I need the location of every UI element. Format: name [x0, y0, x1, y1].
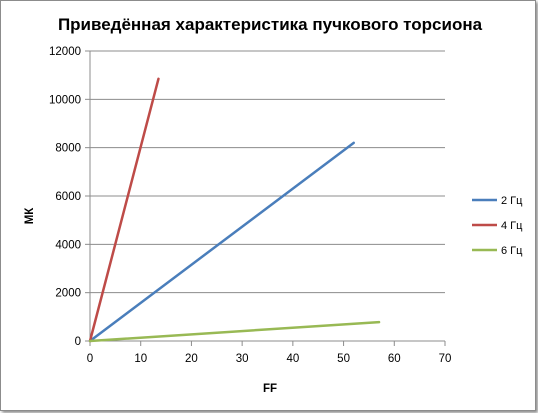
x-tick-label: 70	[439, 353, 452, 365]
x-tick-label: 50	[337, 353, 350, 365]
legend-entry: 6 Гц	[501, 245, 523, 257]
axes	[85, 50, 446, 346]
series-line	[88, 320, 381, 343]
y-tick-labels: 0 2000 4000 6000 8000 10000 12000	[49, 46, 81, 348]
x-tick-label: 10	[134, 353, 147, 365]
series-lines	[88, 77, 381, 343]
legend-entry: 2 Гц	[501, 195, 523, 207]
y-tick-label: 6000	[55, 191, 81, 203]
y-tick-label: 12000	[49, 46, 81, 58]
x-axis-label: FF	[263, 383, 277, 395]
series-line	[88, 141, 355, 343]
y-tick-label: 10000	[49, 94, 81, 106]
legend-entry: 4 Гц	[501, 220, 523, 232]
grid	[90, 50, 445, 294]
x-tick-label: 40	[286, 353, 299, 365]
x-tick-label: 60	[388, 353, 401, 365]
x-tick-labels: 0 10 20 30 40 50 60 70	[87, 353, 452, 365]
x-tick-label: 0	[87, 353, 93, 365]
y-tick-label: 8000	[55, 143, 81, 155]
chart-title: Приведённая характеристика пучкового тор…	[58, 15, 483, 34]
y-tick-label: 0	[75, 336, 81, 348]
y-tick-label: 2000	[55, 288, 81, 300]
x-tick-label: 20	[185, 353, 198, 365]
x-tick-label: 30	[236, 353, 249, 365]
y-tick-label: 4000	[55, 239, 81, 251]
y-axis-label: МК	[24, 207, 36, 225]
legend: 2 Гц 4 Гц 6 Гц	[472, 195, 523, 257]
series-line	[88, 77, 160, 343]
